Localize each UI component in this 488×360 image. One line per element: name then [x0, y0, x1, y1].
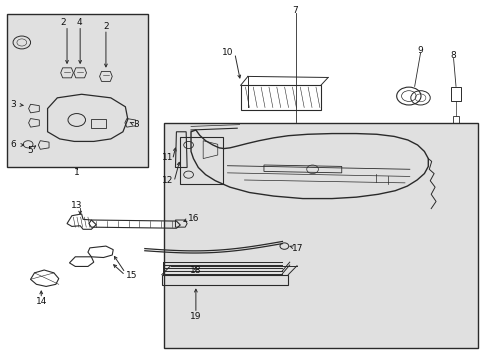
- Text: 3: 3: [133, 120, 139, 129]
- Text: 7: 7: [292, 6, 298, 15]
- Bar: [240, 85, 320, 111]
- Text: 1: 1: [74, 168, 80, 177]
- Text: 16: 16: [187, 214, 199, 223]
- Text: 2: 2: [61, 18, 66, 27]
- Text: 9: 9: [417, 46, 423, 55]
- Bar: [162, 275, 287, 285]
- Text: 12: 12: [162, 176, 173, 185]
- Text: 10: 10: [221, 48, 233, 57]
- Text: 14: 14: [36, 297, 47, 306]
- Text: 2: 2: [103, 22, 108, 31]
- Text: 18: 18: [190, 266, 201, 275]
- Text: 11: 11: [162, 153, 173, 162]
- Text: 19: 19: [190, 312, 201, 321]
- Bar: [7, 14, 148, 167]
- Text: 17: 17: [292, 244, 303, 253]
- Text: 8: 8: [450, 51, 455, 60]
- Text: 4: 4: [76, 18, 82, 27]
- Bar: [164, 123, 477, 348]
- Text: 13: 13: [71, 201, 82, 210]
- Text: 5: 5: [28, 146, 33, 155]
- Text: 15: 15: [126, 271, 137, 280]
- Text: 6: 6: [11, 140, 17, 149]
- Text: 3: 3: [11, 100, 17, 109]
